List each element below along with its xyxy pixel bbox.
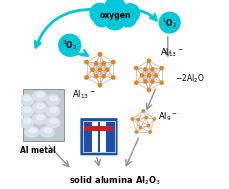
Ellipse shape (37, 104, 44, 108)
FancyBboxPatch shape (79, 117, 118, 156)
Ellipse shape (25, 127, 39, 137)
Circle shape (93, 11, 109, 27)
Ellipse shape (23, 119, 31, 123)
Circle shape (159, 66, 163, 70)
Circle shape (93, 61, 98, 66)
Text: Al$_{13}$$^-$: Al$_{13}$$^-$ (71, 88, 95, 101)
Circle shape (84, 60, 89, 64)
Circle shape (150, 79, 154, 84)
Text: $^3$O$_2$: $^3$O$_2$ (62, 38, 77, 52)
Circle shape (146, 73, 150, 78)
Ellipse shape (19, 117, 33, 128)
Ellipse shape (23, 96, 31, 101)
Circle shape (59, 34, 80, 56)
Circle shape (120, 4, 139, 23)
FancyBboxPatch shape (92, 122, 97, 152)
Ellipse shape (37, 115, 44, 120)
Ellipse shape (50, 107, 57, 112)
Ellipse shape (46, 95, 60, 105)
Circle shape (97, 83, 102, 88)
Ellipse shape (46, 117, 60, 128)
Circle shape (146, 124, 150, 127)
Ellipse shape (37, 92, 44, 97)
Ellipse shape (50, 96, 57, 101)
Circle shape (90, 3, 109, 23)
Text: solid alumina Al$_2$O$_3$: solid alumina Al$_2$O$_3$ (69, 175, 160, 187)
Ellipse shape (19, 95, 33, 105)
Ellipse shape (32, 102, 46, 113)
Circle shape (104, 67, 109, 72)
Circle shape (152, 117, 155, 121)
Circle shape (90, 67, 95, 72)
Circle shape (101, 61, 106, 66)
Circle shape (139, 73, 144, 78)
Circle shape (159, 12, 179, 33)
Ellipse shape (19, 106, 33, 116)
Circle shape (150, 67, 154, 72)
Ellipse shape (23, 107, 31, 112)
Ellipse shape (46, 106, 60, 116)
Ellipse shape (50, 119, 57, 123)
Circle shape (97, 52, 102, 57)
Text: Al$_9$$^-$: Al$_9$$^-$ (158, 111, 177, 123)
Text: Al$_{13}$$^-$: Al$_{13}$$^-$ (160, 46, 183, 59)
Circle shape (134, 130, 138, 134)
Ellipse shape (40, 127, 54, 137)
Circle shape (130, 117, 134, 121)
Text: Al metal: Al metal (20, 146, 55, 155)
Circle shape (104, 0, 125, 18)
Circle shape (93, 74, 98, 79)
Circle shape (146, 88, 150, 92)
Circle shape (142, 67, 147, 72)
Ellipse shape (44, 128, 52, 133)
Circle shape (138, 126, 142, 129)
Text: $^1$O$_2$: $^1$O$_2$ (161, 16, 177, 30)
Circle shape (101, 74, 106, 79)
Circle shape (141, 109, 144, 113)
FancyBboxPatch shape (84, 126, 113, 131)
Circle shape (136, 118, 139, 122)
Circle shape (133, 66, 138, 70)
Circle shape (110, 60, 115, 64)
Ellipse shape (32, 91, 46, 101)
Circle shape (148, 130, 151, 134)
Ellipse shape (32, 114, 46, 124)
Circle shape (97, 67, 102, 72)
FancyBboxPatch shape (22, 89, 64, 141)
Circle shape (142, 79, 147, 84)
Text: oxygen: oxygen (99, 11, 130, 20)
Ellipse shape (29, 128, 37, 133)
Circle shape (159, 81, 163, 85)
FancyBboxPatch shape (100, 122, 105, 152)
Circle shape (104, 8, 125, 30)
Circle shape (120, 11, 136, 27)
Circle shape (144, 116, 147, 119)
Circle shape (133, 81, 138, 85)
Circle shape (146, 58, 150, 63)
Circle shape (84, 75, 89, 80)
Text: $-$2Al$_2$O: $-$2Al$_2$O (174, 73, 204, 85)
Circle shape (110, 75, 115, 80)
Circle shape (153, 73, 158, 78)
